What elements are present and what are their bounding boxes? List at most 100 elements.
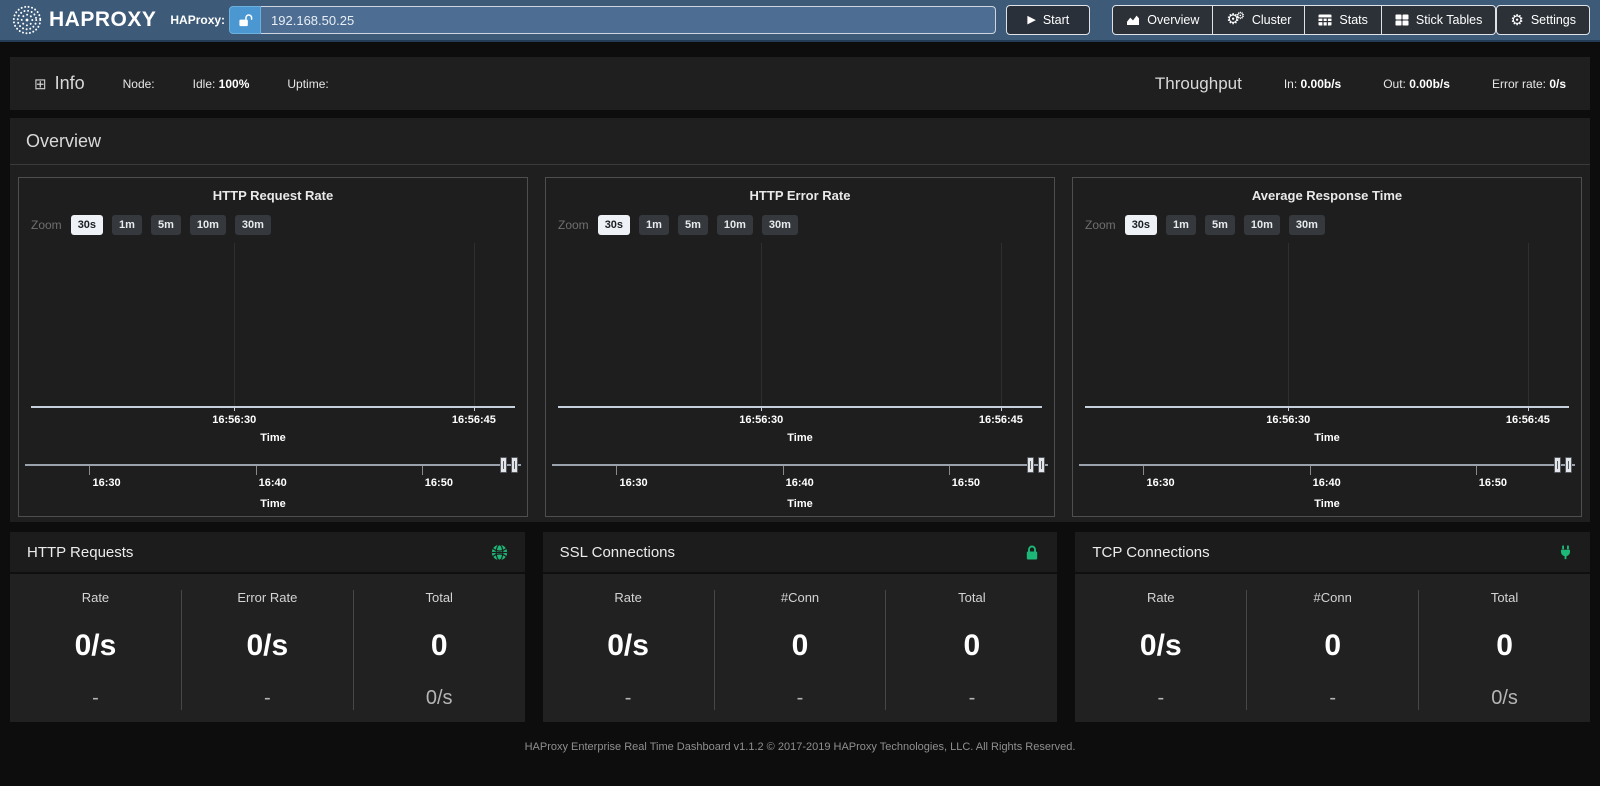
- zoom-30s-button[interactable]: 30s: [1124, 215, 1158, 235]
- info-section-toggle[interactable]: ⊞ Info: [34, 73, 85, 93]
- tab-cluster[interactable]: ⚙⚙ Cluster: [1213, 5, 1306, 35]
- idle-stat: Idle: 100%: [192, 76, 250, 91]
- x-axis-labels: 16:56:30 16:56:45: [212, 414, 496, 426]
- info-bar: ⊞ Info Node: Idle: 100% Uptime: Throughp…: [10, 57, 1590, 110]
- stat-rate: Rate 0/s -: [74, 590, 117, 709]
- chart-title: HTTP Error Rate: [749, 188, 851, 203]
- gridline: [234, 243, 236, 406]
- gear-icon: ⚙: [1510, 11, 1524, 29]
- brand-name: HAPROXY: [49, 8, 157, 31]
- gridline: [1000, 243, 1002, 406]
- zoom-30s-button[interactable]: 30s: [70, 215, 104, 235]
- stat-cards-row: HTTP Requests Rate 0/s - Error Ra: [10, 532, 1591, 722]
- zoom-1m-button[interactable]: 1m: [639, 215, 669, 235]
- range-navigator[interactable]: 16:30 16:40 16:50: [1079, 457, 1575, 498]
- stat-rate: Rate 0/s -: [1139, 590, 1182, 709]
- start-button[interactable]: ▶ Start: [1006, 5, 1091, 35]
- play-icon: ▶: [1027, 13, 1036, 26]
- server-address-input[interactable]: [261, 6, 997, 34]
- zoom-5m-button[interactable]: 5m: [1204, 215, 1235, 235]
- zoom-30m-button[interactable]: 30m: [1288, 215, 1325, 235]
- card-title: TCP Connections: [1092, 543, 1210, 561]
- navigator-left-handle[interactable]: [1554, 457, 1561, 473]
- zoom-selector: Zoom 30s 1m 5m 10m 30m: [31, 215, 527, 235]
- stat-total: Total 0 0/s: [1418, 590, 1590, 710]
- gridline: [761, 243, 763, 406]
- grid-icon: [1395, 14, 1409, 26]
- globe-icon: [491, 543, 508, 561]
- navigator-right-handle[interactable]: [511, 457, 518, 473]
- card-tcp-connections: TCP Connections Rate 0/s - #Conn 0: [1075, 532, 1591, 722]
- zoom-1m-button[interactable]: 1m: [1166, 215, 1196, 235]
- overview-section: Overview HTTP Request Rate Zoom 30s 1m 5…: [10, 118, 1590, 522]
- range-navigator[interactable]: 16:30 16:40 16:50: [552, 457, 1048, 498]
- x-axis-title: Time: [260, 432, 286, 444]
- navigator-right-handle[interactable]: [1565, 457, 1572, 473]
- navigator-axis-title: Time: [1314, 498, 1340, 510]
- chart-average-response-time: Average Response Time Zoom 30s 1m 5m 10m…: [1072, 177, 1582, 517]
- card-http-requests: HTTP Requests Rate 0/s - Error Ra: [10, 532, 525, 722]
- settings-button[interactable]: ⚙ Settings: [1496, 5, 1590, 35]
- gears-icon: ⚙⚙: [1226, 11, 1245, 29]
- tab-overview[interactable]: Overview: [1112, 5, 1214, 35]
- chart-title: HTTP Request Rate: [212, 188, 334, 203]
- area-chart-icon: [1126, 14, 1140, 26]
- throughput-out: Out: 0.00b/s: [1383, 76, 1450, 91]
- stat-total: Total 0 0/s: [352, 590, 525, 710]
- plot-area[interactable]: [558, 243, 1042, 411]
- chart-title: Average Response Time: [1251, 188, 1403, 203]
- unlock-button[interactable]: [229, 6, 262, 34]
- uptime-stat: Uptime:: [287, 76, 329, 91]
- stat-conn: #Conn 0 -: [713, 590, 886, 710]
- zoom-10m-button[interactable]: 10m: [1243, 215, 1280, 235]
- stat-error-rate: Error Rate 0/s -: [180, 590, 353, 710]
- zoom-selector: Zoom 30s 1m 5m 10m 30m: [558, 215, 1054, 235]
- x-axis-labels: 16:56:30 16:56:45: [1266, 414, 1550, 426]
- stat-conn: #Conn 0 -: [1246, 590, 1418, 710]
- navigator-left-handle[interactable]: [500, 457, 507, 473]
- plot-area[interactable]: [1085, 243, 1569, 411]
- navigator-axis-title: Time: [260, 498, 286, 510]
- tab-stats[interactable]: Stats: [1305, 5, 1382, 35]
- throughput-group: Throughput In: 0.00b/s Out: 0.00b/s Erro…: [1155, 74, 1566, 94]
- footer-copyright: HAProxy Enterprise Real Time Dashboard v…: [524, 741, 1076, 753]
- x-axis-labels: 16:56:30 16:56:45: [739, 414, 1023, 426]
- zoom-1m-button[interactable]: 1m: [112, 215, 142, 235]
- navigator-left-handle[interactable]: [1027, 457, 1034, 473]
- plot-area[interactable]: [31, 243, 515, 411]
- overview-section-title: Overview: [10, 118, 1590, 165]
- address-group: [229, 6, 997, 34]
- throughput-title: Throughput: [1154, 73, 1242, 93]
- unlock-icon: [238, 13, 253, 28]
- range-navigator[interactable]: 16:30 16:40 16:50: [25, 457, 521, 498]
- error-rate-stat: Error rate: 0/s: [1491, 76, 1566, 91]
- zoom-10m-button[interactable]: 10m: [716, 215, 753, 235]
- navigator-axis-title: Time: [787, 498, 813, 510]
- zoom-selector: Zoom 30s 1m 5m 10m 30m: [1085, 215, 1581, 235]
- zoom-30m-button[interactable]: 30m: [761, 215, 798, 235]
- card-title: HTTP Requests: [27, 543, 134, 561]
- gridline: [1527, 243, 1529, 406]
- node-stat: Node:: [122, 76, 155, 91]
- zoom-5m-button[interactable]: 5m: [150, 215, 181, 235]
- table-icon: [1318, 14, 1332, 26]
- zoom-30s-button[interactable]: 30s: [597, 215, 631, 235]
- chart-http-request-rate: HTTP Request Rate Zoom 30s 1m 5m 10m 30m…: [18, 177, 528, 517]
- x-axis-title: Time: [787, 432, 813, 444]
- dotted-globe-logo-icon: [12, 5, 42, 35]
- charts-row: HTTP Request Rate Zoom 30s 1m 5m 10m 30m…: [10, 165, 1590, 522]
- card-title: SSL Connections: [559, 543, 676, 561]
- throughput-in: In: 0.00b/s: [1283, 76, 1342, 91]
- gridline: [1288, 243, 1290, 406]
- plus-square-icon: ⊞: [34, 75, 47, 93]
- tab-stick-tables[interactable]: Stick Tables: [1381, 5, 1497, 35]
- stat-rate: Rate 0/s -: [607, 590, 649, 709]
- gridline: [473, 243, 475, 406]
- haproxy-logo: HAPROXY: [12, 5, 156, 35]
- zoom-5m-button[interactable]: 5m: [677, 215, 708, 235]
- zoom-30m-button[interactable]: 30m: [234, 215, 271, 235]
- chart-http-error-rate: HTTP Error Rate Zoom 30s 1m 5m 10m 30m 1…: [545, 177, 1055, 517]
- zoom-10m-button[interactable]: 10m: [189, 215, 226, 235]
- navigator-right-handle[interactable]: [1038, 457, 1045, 473]
- server-label: HAProxy:: [170, 13, 226, 27]
